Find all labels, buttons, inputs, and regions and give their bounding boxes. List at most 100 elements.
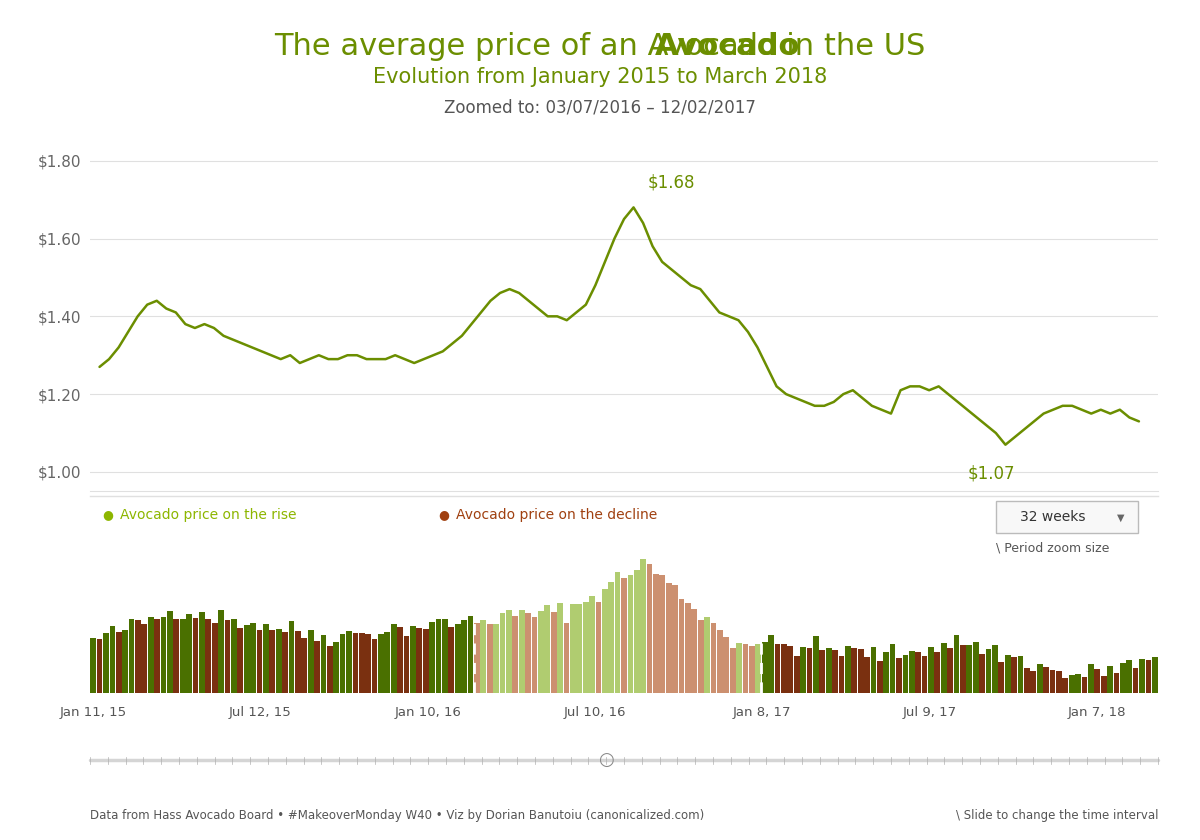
Text: \ Period zoom size: \ Period zoom size	[996, 542, 1109, 554]
Bar	[883, 652, 889, 693]
Bar	[685, 602, 691, 693]
Bar	[174, 619, 179, 693]
Bar	[1037, 664, 1043, 693]
Bar	[410, 626, 416, 693]
Bar	[858, 648, 864, 693]
Bar	[710, 623, 716, 693]
Bar	[212, 623, 217, 693]
Bar	[545, 605, 550, 693]
Bar	[180, 619, 186, 693]
Bar	[128, 619, 134, 693]
Bar	[295, 632, 301, 693]
Bar	[430, 622, 436, 693]
Bar	[928, 647, 934, 693]
Bar	[353, 633, 359, 693]
Bar	[526, 613, 530, 693]
Bar	[326, 646, 332, 693]
Bar	[622, 578, 626, 693]
Bar	[384, 633, 390, 693]
Bar	[749, 647, 755, 693]
Bar	[103, 633, 109, 693]
Bar	[979, 654, 985, 693]
Text: Jan 8, 17: Jan 8, 17	[733, 706, 792, 718]
Bar	[218, 610, 224, 693]
Bar	[870, 647, 876, 693]
Bar	[90, 638, 96, 693]
Bar	[941, 643, 947, 693]
Text: 32 weeks: 32 weeks	[1020, 511, 1085, 524]
Bar	[826, 648, 832, 693]
Bar	[334, 642, 340, 693]
Bar	[232, 619, 236, 693]
Text: $1.07: $1.07	[967, 465, 1015, 482]
Bar	[276, 629, 282, 693]
Bar	[1152, 657, 1158, 693]
Bar	[269, 630, 275, 693]
Bar	[998, 662, 1004, 693]
Bar	[186, 614, 192, 693]
Bar	[704, 617, 710, 693]
Bar	[647, 564, 653, 693]
Bar	[820, 650, 826, 693]
Bar	[480, 621, 486, 693]
Bar	[973, 642, 979, 693]
Bar	[346, 631, 352, 693]
Bar	[954, 635, 960, 693]
Text: Jan 11, 15: Jan 11, 15	[60, 706, 127, 718]
Bar	[564, 623, 569, 693]
Bar	[947, 648, 953, 693]
Bar	[1127, 660, 1132, 693]
Bar	[499, 613, 505, 693]
Bar	[109, 626, 115, 693]
Bar	[570, 604, 576, 693]
Bar	[660, 575, 665, 693]
Bar	[1031, 671, 1036, 693]
Text: ▼: ▼	[1117, 512, 1124, 522]
Bar	[1100, 676, 1106, 693]
Bar	[1081, 677, 1087, 693]
Bar	[359, 633, 365, 693]
Text: ○: ○	[598, 751, 614, 769]
Bar	[512, 617, 518, 693]
Bar	[403, 637, 409, 693]
Bar	[679, 599, 684, 693]
Bar	[698, 620, 703, 693]
Bar	[737, 643, 742, 693]
Bar	[422, 629, 428, 693]
Bar	[193, 617, 198, 693]
Text: ●: ●	[102, 508, 113, 522]
Bar	[634, 570, 640, 693]
Bar	[1120, 663, 1126, 693]
Bar	[730, 648, 736, 693]
Bar	[628, 575, 634, 693]
Bar	[263, 624, 269, 693]
Bar	[199, 612, 205, 693]
Bar	[155, 619, 160, 693]
Bar	[608, 582, 614, 693]
Text: Evolution from January 2015 to March 2018: Evolution from January 2015 to March 201…	[373, 67, 827, 87]
Text: $1.68: $1.68	[648, 174, 695, 192]
Bar	[595, 601, 601, 693]
Text: Data from Hass Avocado Board • #MakeoverMonday W40 • Viz by Dorian Banutoiu (can: Data from Hass Avocado Board • #Makeover…	[90, 809, 704, 822]
Bar	[653, 575, 659, 693]
Bar	[436, 619, 442, 693]
Bar	[1012, 657, 1016, 693]
Bar	[506, 610, 511, 693]
Text: Jan 10, 16: Jan 10, 16	[395, 706, 461, 718]
Bar	[416, 628, 422, 693]
Bar	[1075, 674, 1081, 693]
Bar	[832, 650, 838, 693]
Bar	[666, 583, 672, 693]
Bar	[378, 634, 384, 693]
Bar	[538, 612, 544, 693]
Bar	[812, 637, 818, 693]
Text: Avocado price on the rise: Avocado price on the rise	[120, 508, 296, 522]
Bar	[922, 656, 928, 693]
Bar	[487, 624, 492, 693]
Bar	[372, 638, 378, 693]
Bar	[1043, 667, 1049, 693]
Bar	[1108, 666, 1112, 693]
Bar	[672, 585, 678, 693]
Bar	[1133, 669, 1139, 693]
Bar	[493, 624, 499, 693]
